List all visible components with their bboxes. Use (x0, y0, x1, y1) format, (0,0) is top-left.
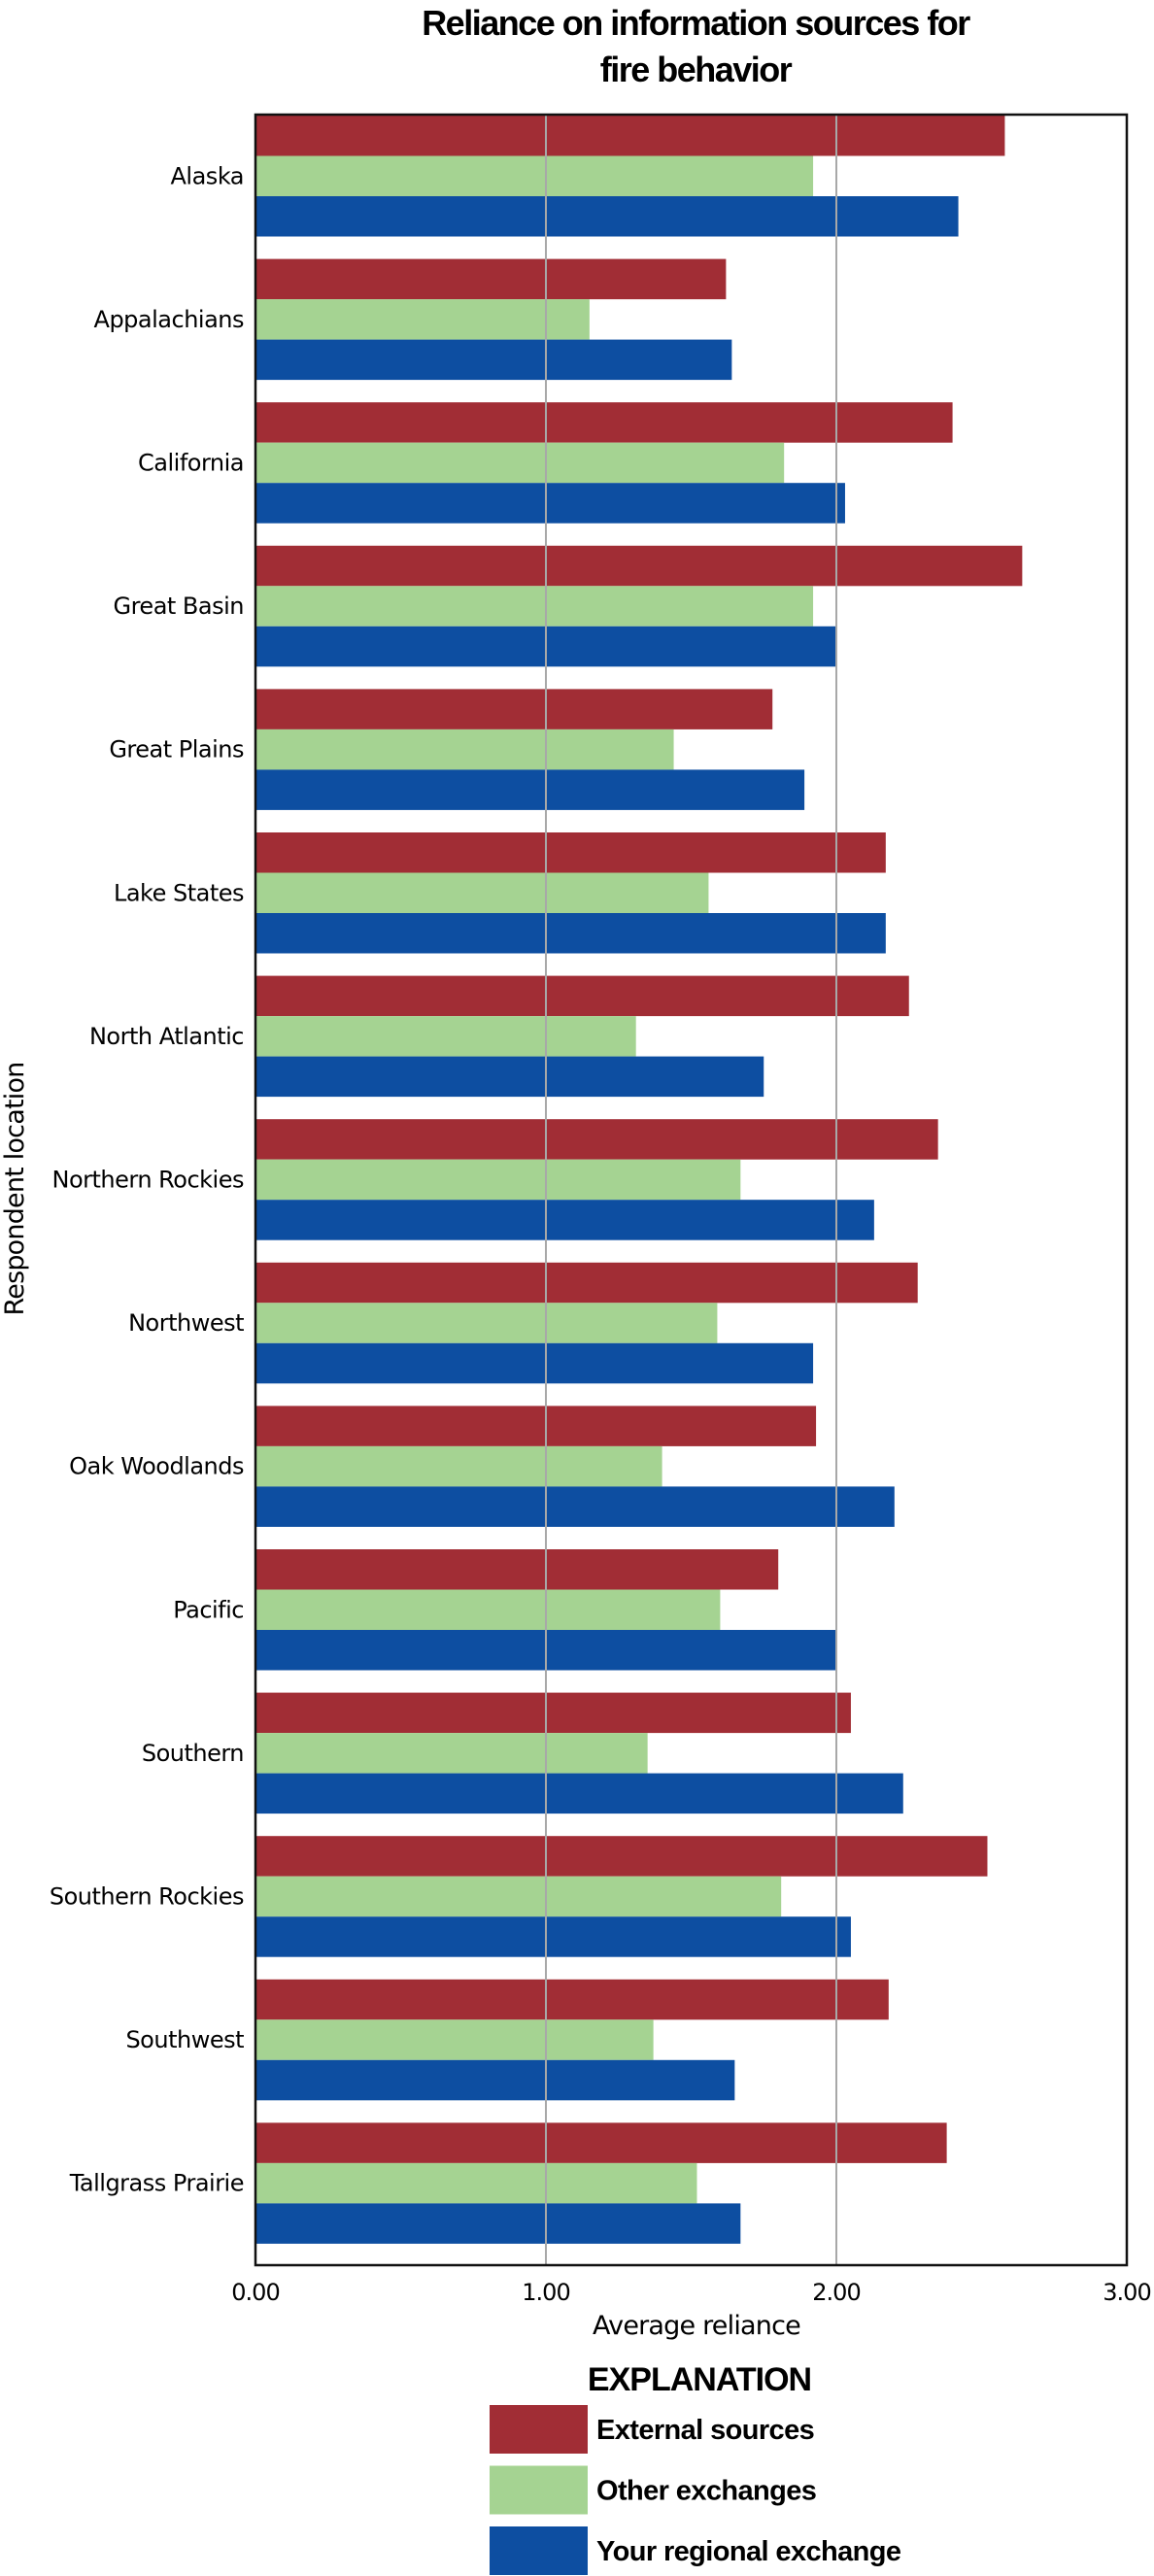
legend-swatch-other-exchanges (490, 2465, 588, 2515)
category-label: Tallgrass Prairie (69, 2170, 244, 2197)
chart-title-line-1: Reliance on information sources for (422, 3, 970, 43)
bar-your-regional-exchange-great-plains (255, 769, 805, 810)
bar-your-regional-exchange-oak-woodlands (255, 1486, 895, 1527)
bar-other-exchanges-lake-states (255, 872, 709, 913)
bar-external-sources-southern-rockies (255, 1836, 988, 1877)
bar-external-sources-oak-woodlands (255, 1406, 817, 1446)
bar-external-sources-alaska (255, 116, 1005, 156)
bar-other-exchanges-southern-rockies (255, 1876, 782, 1917)
legend-title: EXPLANATION (588, 2361, 811, 2398)
bar-external-sources-northwest (255, 1262, 918, 1304)
legend-label: Other exchanges (596, 2476, 816, 2507)
bar-external-sources-great-plains (255, 689, 773, 729)
x-tick-label: 3.00 (1103, 2279, 1150, 2306)
bar-external-sources-appalachians (255, 258, 727, 300)
category-label: Northern Rockies (52, 1166, 245, 1193)
category-label: Oak Woodlands (69, 1453, 244, 1480)
bar-external-sources-california (255, 402, 953, 443)
y-axis-title: Respondent location (0, 1063, 30, 1316)
bar-other-exchanges-alaska (255, 155, 814, 196)
category-label: Appalachians (94, 306, 244, 333)
bars (255, 116, 1023, 2244)
legend-swatch-your-regional-exchange (490, 2526, 588, 2575)
bar-other-exchanges-northwest (255, 1303, 718, 1343)
category-label: California (138, 449, 244, 476)
bar-your-regional-exchange-northwest (255, 1342, 814, 1384)
bar-external-sources-northern-rockies (255, 1119, 938, 1160)
bar-your-regional-exchange-north-atlantic (255, 1056, 764, 1098)
bar-external-sources-pacific (255, 1549, 779, 1590)
gridlines (545, 115, 837, 2265)
bar-your-regional-exchange-northern-rockies (255, 1200, 874, 1240)
bar-your-regional-exchange-lake-states (255, 913, 886, 954)
category-label: Lake States (114, 879, 244, 906)
bar-other-exchanges-southwest (255, 2019, 654, 2060)
bar-external-sources-southern (255, 1692, 851, 1734)
category-label: Great Plains (109, 736, 244, 763)
category-labels: Alaska Appalachians California Great Basin G… (50, 162, 245, 2197)
category-label: North Atlantic (89, 1023, 244, 1050)
x-tick-label: 1.00 (522, 2279, 569, 2306)
legend-swatch-external-sources (490, 2405, 588, 2454)
bar-other-exchanges-northern-rockies (255, 1159, 741, 1201)
bar-your-regional-exchange-southwest (255, 2059, 735, 2101)
bar-external-sources-tallgrass-prairie (255, 2122, 947, 2163)
bar-your-regional-exchange-california (255, 483, 845, 524)
plot-frame (254, 113, 1129, 2267)
x-tick-label: 2.00 (812, 2279, 860, 2306)
legend-label: External sources (596, 2415, 814, 2446)
chart-title: Reliance on information sources for fire… (422, 3, 972, 89)
bar-other-exchanges-tallgrass-prairie (255, 2162, 697, 2204)
category-label: Southern Rockies (50, 1882, 244, 1910)
category-label: Southwest (125, 2026, 244, 2053)
category-label: Alaska (171, 162, 244, 189)
x-tick-label: 0.00 (231, 2279, 279, 2306)
bar-external-sources-southwest (255, 1979, 889, 2020)
bar-other-exchanges-southern (255, 1733, 648, 1774)
bar-external-sources-north-atlantic (255, 975, 909, 1017)
bar-your-regional-exchange-southern (255, 1773, 903, 1814)
legend-label: Your regional exchange (596, 2536, 901, 2567)
category-label: Pacific (173, 1596, 244, 1623)
bar-your-regional-exchange-southern-rockies (255, 1916, 851, 1957)
bar-external-sources-great-basin (255, 545, 1023, 587)
bar-other-exchanges-appalachians (255, 299, 590, 340)
category-label: Southern (142, 1740, 244, 1767)
bar-other-exchanges-oak-woodlands (255, 1445, 662, 1487)
bar-other-exchanges-pacific (255, 1589, 721, 1630)
legend: EXPLANATION External sources Other exchan… (490, 2361, 901, 2575)
category-label: Great Basin (113, 593, 244, 620)
x-axis-title: Average reliance (593, 2311, 800, 2341)
bar-other-exchanges-north-atlantic (255, 1016, 636, 1057)
bar-external-sources-lake-states (255, 832, 886, 873)
bar-other-exchanges-great-basin (255, 586, 814, 627)
bar-your-regional-exchange-tallgrass-prairie (255, 2203, 741, 2244)
bar-other-exchanges-great-plains (255, 729, 674, 770)
bar-your-regional-exchange-alaska (255, 196, 959, 237)
category-label: Northwest (128, 1309, 244, 1337)
bar-other-exchanges-california (255, 442, 785, 484)
x-tick-labels: 0.00 1.00 2.00 3.00 (231, 2279, 1151, 2306)
chart-title-line-2: fire behavior (600, 50, 793, 89)
bar-your-regional-exchange-appalachians (255, 339, 732, 381)
